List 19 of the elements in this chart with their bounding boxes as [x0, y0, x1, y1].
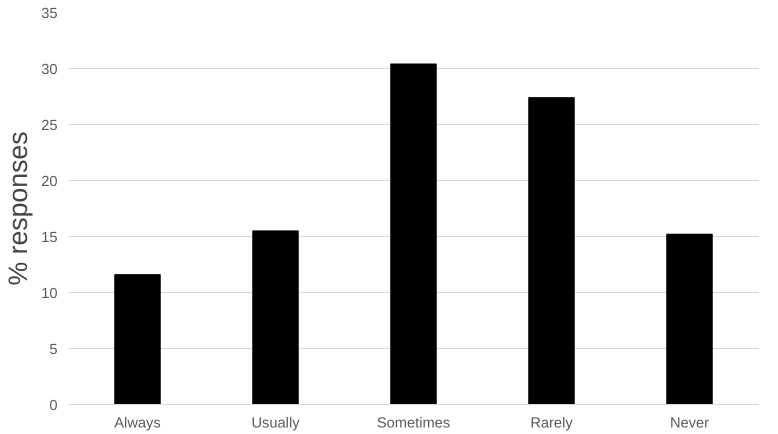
y-tick-label: 10: [41, 286, 58, 302]
x-tick-label: Always: [114, 416, 161, 432]
bar: [252, 230, 299, 404]
bar: [666, 234, 713, 404]
y-tick-label: 5: [49, 342, 58, 358]
bar: [390, 64, 437, 404]
y-axis-title: % responses: [3, 131, 34, 286]
y-tick-label: 15: [41, 230, 58, 246]
bar: [528, 97, 575, 404]
x-tick-label: Rarely: [530, 416, 574, 432]
x-tick-label: Usually: [251, 416, 300, 432]
y-tick-label: 0: [49, 398, 58, 414]
y-tick-label: 35: [41, 6, 58, 22]
y-tick-label: 25: [41, 118, 58, 134]
x-tick-label: Sometimes: [376, 416, 450, 432]
bar: [114, 274, 161, 404]
y-tick-label: 30: [41, 62, 58, 78]
x-tick-label: Never: [670, 416, 710, 432]
y-tick-label: 20: [41, 174, 58, 190]
